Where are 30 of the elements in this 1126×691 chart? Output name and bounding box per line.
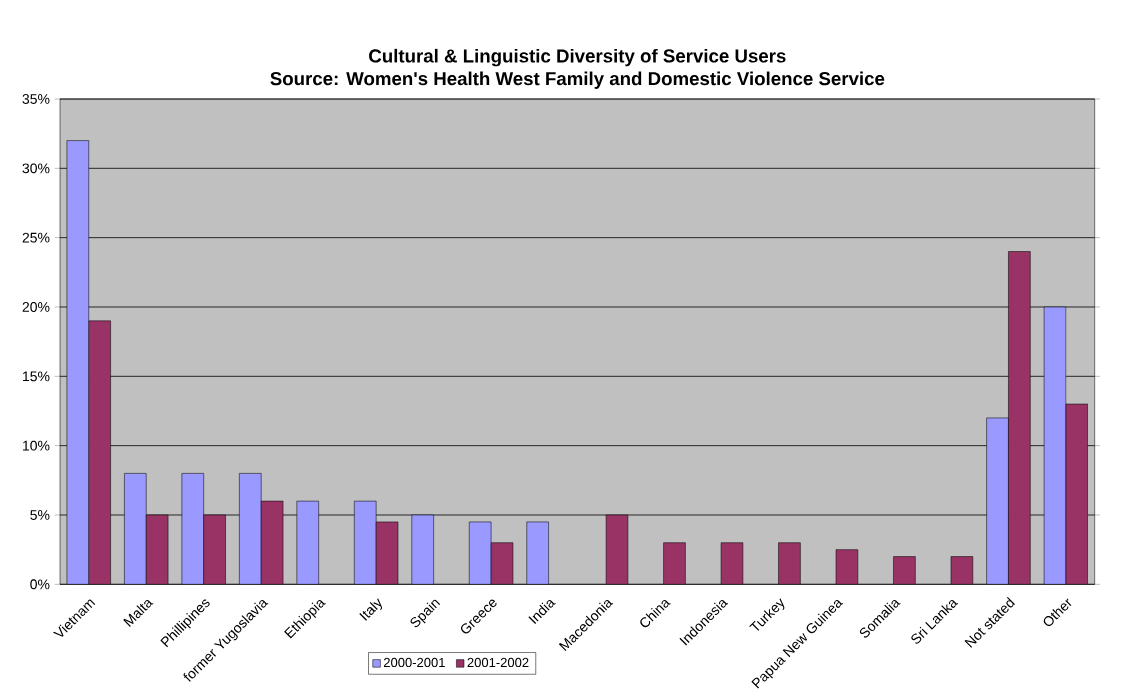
y-tick-label: 25%	[22, 232, 50, 243]
y-tick-label: 10%	[23, 440, 50, 451]
bar	[66, 140, 90, 585]
bar	[778, 542, 801, 585]
bar	[950, 556, 974, 585]
legend-label: 2001-2002	[467, 657, 529, 668]
bar	[893, 556, 916, 585]
bar	[124, 473, 147, 585]
y-tick-label: 15%	[23, 371, 50, 382]
chart-title: Cultural & Linguistic Diversity of Service Users	[369, 48, 786, 67]
y-tick-label: 35%	[22, 94, 50, 104]
y-tick-label: 20%	[22, 302, 50, 312]
bar	[526, 521, 549, 585]
bar	[1043, 306, 1067, 585]
chart-subtitle: Source: Women's Health West Family and Domestic Violence Service	[270, 71, 885, 89]
bar	[296, 500, 319, 585]
bar	[239, 473, 262, 585]
legend-label: 2000-2001	[383, 657, 445, 668]
y-tick-label: 30%	[22, 163, 50, 174]
bar	[986, 417, 1009, 585]
bar	[720, 542, 744, 585]
bar	[835, 549, 859, 585]
y-tick-label: 5%	[30, 510, 50, 520]
bar	[663, 542, 686, 585]
bar	[354, 500, 377, 585]
x-tick-label: Italy	[359, 598, 382, 621]
y-tick-label: 0%	[30, 579, 50, 590]
bar	[469, 521, 492, 585]
bar	[181, 473, 204, 585]
bar	[411, 514, 434, 585]
